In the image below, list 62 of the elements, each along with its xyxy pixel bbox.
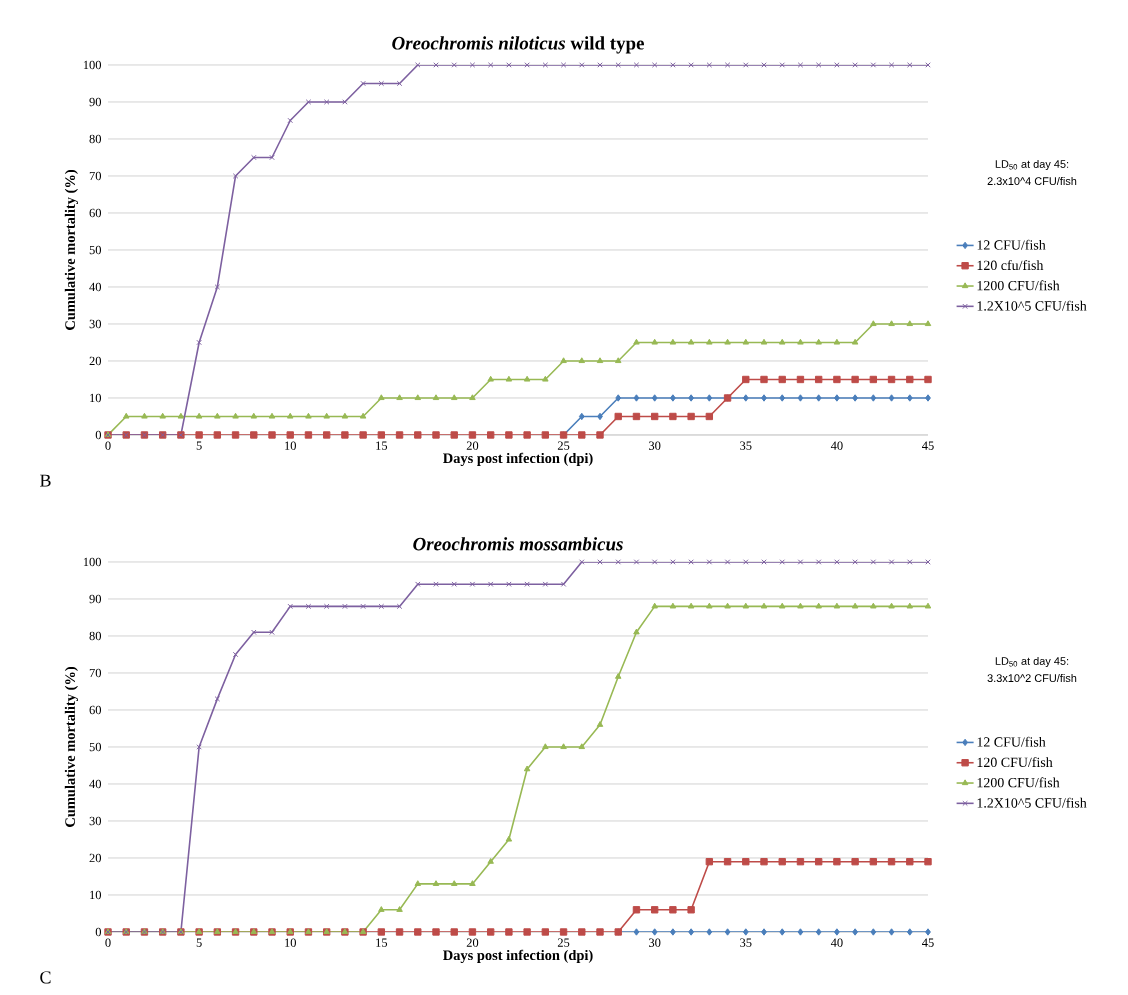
y-tick-label: 50: [89, 245, 102, 255]
y-tick-label: 50: [89, 742, 102, 752]
x-tick-label: 35: [740, 441, 752, 450]
y-tick-label: 10: [90, 890, 102, 900]
x-tick-label: 0: [105, 441, 111, 450]
legend-label: 1200 CFU/fish: [977, 777, 1060, 788]
x-axis-title: Days post infection (dpi): [443, 452, 593, 467]
y-tick-label: 100: [83, 557, 102, 567]
legend-label: 120 CFU/fish: [977, 757, 1053, 768]
y-tick-label: 10: [90, 393, 102, 403]
y-tick-label: 40: [89, 282, 102, 292]
y-tick-label: 90: [89, 97, 102, 107]
x-tick-label: 15: [376, 938, 388, 947]
x-tick-label: 5: [196, 441, 202, 450]
x-tick-label: 10: [285, 938, 296, 947]
y-tick-label: 20: [89, 356, 102, 366]
x-tick-label: 40: [830, 441, 843, 450]
y-tick-label: 60: [89, 705, 102, 715]
x-tick-label: 45: [922, 441, 934, 450]
text: 2.3x10^4 CFU/fish: [987, 176, 1077, 186]
legend-label: 1.2X10^5 CFU/fish: [977, 797, 1087, 808]
y-tick-label: 20: [89, 853, 102, 863]
y-tick-label: 90: [89, 594, 102, 604]
chart-title: Oreochromis niloticus wild type: [392, 36, 644, 54]
x-tick-label: 35: [740, 938, 752, 947]
y-tick-label: 70: [89, 668, 102, 678]
x-tick-label: 25: [557, 938, 570, 947]
y-tick-label: 0: [95, 927, 102, 937]
legend-label: 1200 CFU/fish: [977, 280, 1060, 291]
text: B: [40, 474, 51, 487]
legend-label: 120 cfu/fish: [977, 260, 1044, 271]
x-tick-label: 25: [557, 441, 570, 450]
x-axis-title: Days post infection (dpi): [443, 949, 593, 964]
y-tick-label: 60: [89, 208, 102, 218]
legend-label: 12 CFU/fish: [977, 239, 1046, 250]
legend-label: 12 CFU/fish: [977, 736, 1046, 747]
chart-title: Oreochromis mossambicus: [413, 537, 623, 551]
x-tick-label: 20: [466, 938, 479, 947]
y-axis-title: Cumulative mortality (%): [64, 666, 78, 827]
y-tick-label: 40: [89, 779, 102, 789]
text: LD$_{50}$ at day 45:: [995, 159, 1069, 171]
x-tick-label: 0: [105, 938, 111, 947]
x-tick-label: 20: [466, 441, 479, 450]
text: C: [40, 971, 51, 984]
text: 3.3x10^2 CFU/fish: [987, 673, 1077, 683]
x-tick-label: 45: [922, 938, 934, 947]
y-tick-label: 80: [89, 631, 102, 641]
y-tick-label: 30: [89, 816, 102, 826]
x-tick-label: 10: [285, 441, 296, 450]
x-tick-label: 40: [830, 938, 843, 947]
y-tick-label: 30: [89, 319, 102, 329]
y-tick-label: 70: [89, 171, 102, 181]
text: LD$_{50}$ at day 45:: [995, 656, 1069, 668]
x-tick-label: 15: [376, 441, 388, 450]
y-tick-label: 80: [89, 134, 102, 144]
x-tick-label: 5: [196, 938, 202, 947]
y-tick-label: 100: [83, 60, 102, 70]
x-tick-label: 30: [649, 938, 661, 947]
x-tick-label: 30: [649, 441, 661, 450]
y-axis-title: Cumulative mortality (%): [64, 169, 78, 330]
y-tick-label: 0: [95, 430, 102, 440]
legend-label: 1.2X10^5 CFU/fish: [977, 300, 1087, 311]
